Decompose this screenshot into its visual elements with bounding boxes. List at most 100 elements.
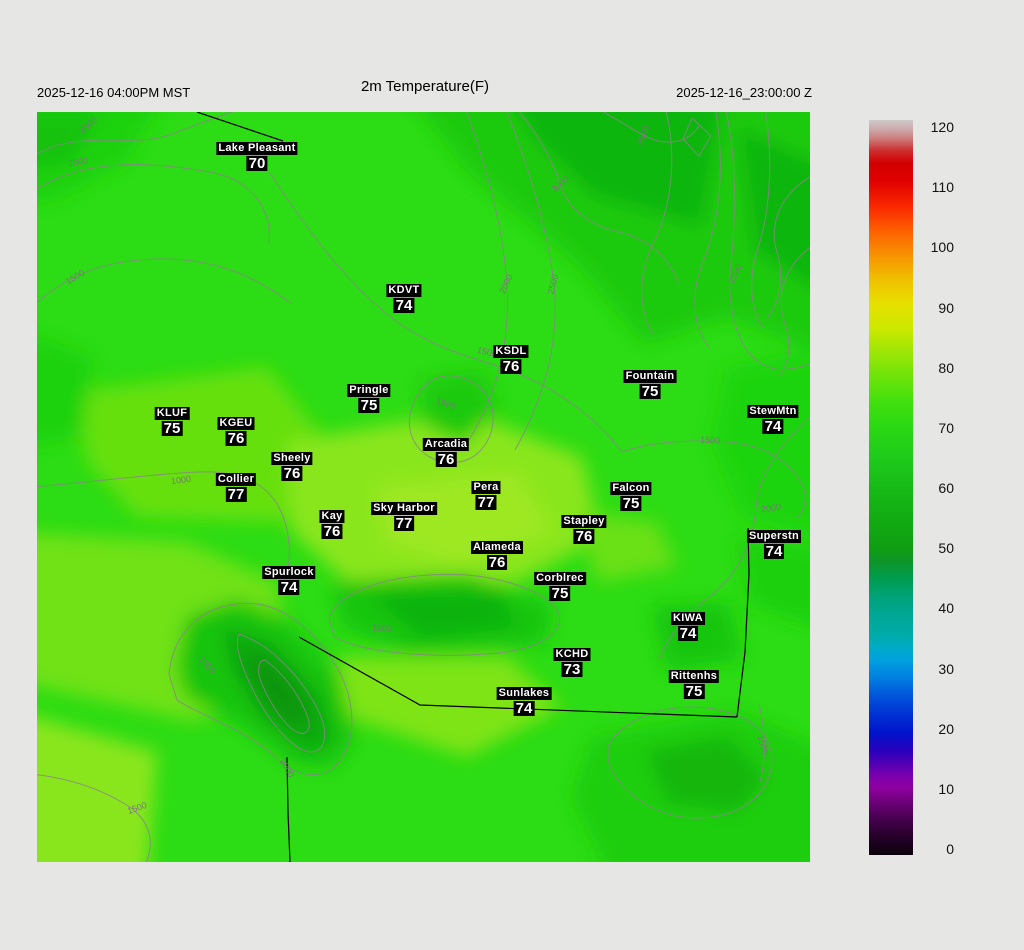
station-ksdl: KSDL 76 — [493, 342, 529, 375]
county-boundaries — [196, 112, 750, 862]
station-falcon: Falcon 75 — [610, 479, 652, 512]
station-name: Sunlakes — [496, 687, 552, 700]
station-name: KGEU — [217, 417, 255, 430]
station-temperature: 74 — [513, 700, 535, 717]
station-temperature: 75 — [161, 420, 183, 437]
contour-label: 3500 — [634, 123, 652, 147]
station-kluf: KLUF 75 — [154, 404, 190, 437]
timestamp-utc: 2025-12-16_23:00:00 Z — [676, 85, 812, 100]
colorbar-tick-70: 70 — [938, 419, 954, 436]
station-name: Stapley — [561, 515, 607, 528]
station-temperature: 70 — [246, 155, 268, 172]
station-alameda: Alameda 76 — [471, 538, 523, 571]
contour-label: 3000 — [549, 173, 571, 195]
colorbar-tick-30: 30 — [938, 660, 954, 677]
station-sheely: Sheely 76 — [271, 449, 313, 482]
contour-label: 1500 — [434, 395, 458, 413]
contour-label: 1500 — [196, 654, 218, 676]
station-name: StewMtn — [747, 405, 799, 418]
station-name: KSDL — [493, 345, 529, 358]
colorbar-tick-40: 40 — [938, 600, 954, 617]
contour-label: 2000 — [277, 756, 297, 780]
station-name: KDVT — [386, 284, 422, 297]
colorbar-tick-60: 60 — [938, 480, 954, 496]
colorbar-tick-80: 80 — [938, 359, 954, 376]
station-pera: Pera 77 — [471, 478, 501, 511]
station-name: Collier — [215, 473, 257, 486]
station-name: Corblrec — [534, 572, 586, 585]
station-name: Superstn — [746, 530, 802, 543]
station-overlay: Lake Pleasant 70 KDVT 74 KSDL 76 Fountain 75 Pri… — [37, 112, 810, 862]
station-name: KIWA — [671, 612, 705, 625]
station-collier: Collier 77 — [215, 470, 257, 503]
station-temperature: 76 — [500, 358, 522, 375]
page-title: 2m Temperature(F) — [360, 78, 490, 95]
station-stewmtn: StewMtn 74 — [747, 402, 799, 435]
station-name: Alameda — [471, 541, 523, 554]
temperature-field — [37, 112, 810, 862]
colorbar-tick-90: 90 — [938, 299, 954, 316]
contour-label: 1500 — [699, 434, 721, 446]
station-name: Sky Harbor — [371, 502, 437, 515]
station-temperature: 75 — [639, 383, 661, 400]
contour-label: 2000 — [497, 272, 515, 296]
contour-label: 2500 — [545, 273, 561, 295]
station-temperature: 75 — [358, 397, 380, 414]
station-temperature: 76 — [435, 451, 457, 468]
colorbar — [869, 120, 913, 855]
colorbar-tick-100: 100 — [930, 239, 954, 256]
station-temperature: 75 — [620, 495, 642, 512]
station-kiwa: KIWA 74 — [671, 609, 705, 642]
station-kchd: KCHD 73 — [553, 645, 591, 678]
colorbar-tick-20: 20 — [938, 720, 954, 737]
station-kay: Kay 76 — [319, 507, 345, 540]
temperature-map: Lake Pleasant 70 KDVT 74 KSDL 76 Fountain 75 Pri… — [37, 112, 810, 862]
station-pringle: Pringle 75 — [347, 381, 391, 414]
contour-label: 2500 — [726, 262, 744, 286]
station-temperature: 77 — [393, 515, 415, 532]
contour-label: 1000 — [170, 473, 192, 487]
temperature-field-svg — [37, 112, 810, 862]
station-temperature: 76 — [225, 430, 247, 447]
contour-label: 2500 — [77, 114, 99, 136]
station-spurlock: Spurlock 74 — [262, 563, 316, 596]
colorbar-tick-110: 110 — [931, 179, 954, 196]
station-temperature: 76 — [573, 528, 595, 545]
contour-label: 1500 — [371, 622, 393, 634]
contour-label: 2000 — [67, 155, 89, 169]
station-sky-harbor: Sky Harbor 77 — [371, 499, 437, 532]
station-kgeu: KGEU 76 — [217, 414, 255, 447]
colorbar-tick-50: 50 — [938, 540, 954, 557]
station-temperature: 76 — [321, 523, 343, 540]
station-temperature: 74 — [393, 297, 415, 314]
station-temperature: 74 — [278, 579, 300, 596]
station-name: Rittenhs — [668, 670, 720, 683]
contour-label: 1500 — [63, 267, 87, 287]
station-name: KLUF — [154, 407, 190, 420]
station-temperature: 77 — [225, 486, 247, 503]
station-name: KCHD — [553, 648, 591, 661]
colorbar-tick-120: 120 — [930, 119, 954, 135]
station-rittenhs: Rittenhs 75 — [668, 667, 720, 700]
station-temperature: 74 — [762, 418, 784, 435]
station-name: Sheely — [271, 452, 313, 465]
timestamp-local: 2025-12-16 04:00PM MST — [37, 85, 191, 100]
station-temperature: 74 — [677, 625, 699, 642]
station-temperature: 76 — [281, 465, 303, 482]
station-temperature: 74 — [763, 543, 785, 560]
contour-label: 1500 — [755, 734, 771, 756]
station-name: Lake Pleasant — [216, 142, 298, 155]
station-corblrec: Corblrec 75 — [534, 569, 586, 602]
station-name: Pringle — [347, 384, 391, 397]
station-kdvt: KDVT 74 — [386, 281, 422, 314]
station-lake-pleasant: Lake Pleasant 70 — [216, 139, 298, 172]
station-sunlakes: Sunlakes 74 — [496, 684, 552, 717]
contour-label: 2000 — [760, 501, 782, 515]
station-name: Fountain — [623, 370, 677, 383]
station-arcadia: Arcadia 76 — [422, 435, 470, 468]
station-temperature: 77 — [475, 494, 497, 511]
station-fountain: Fountain 75 — [623, 367, 677, 400]
colorbar-tick-0: 0 — [946, 841, 954, 857]
station-name: Kay — [319, 510, 345, 523]
station-name: Arcadia — [422, 438, 470, 451]
